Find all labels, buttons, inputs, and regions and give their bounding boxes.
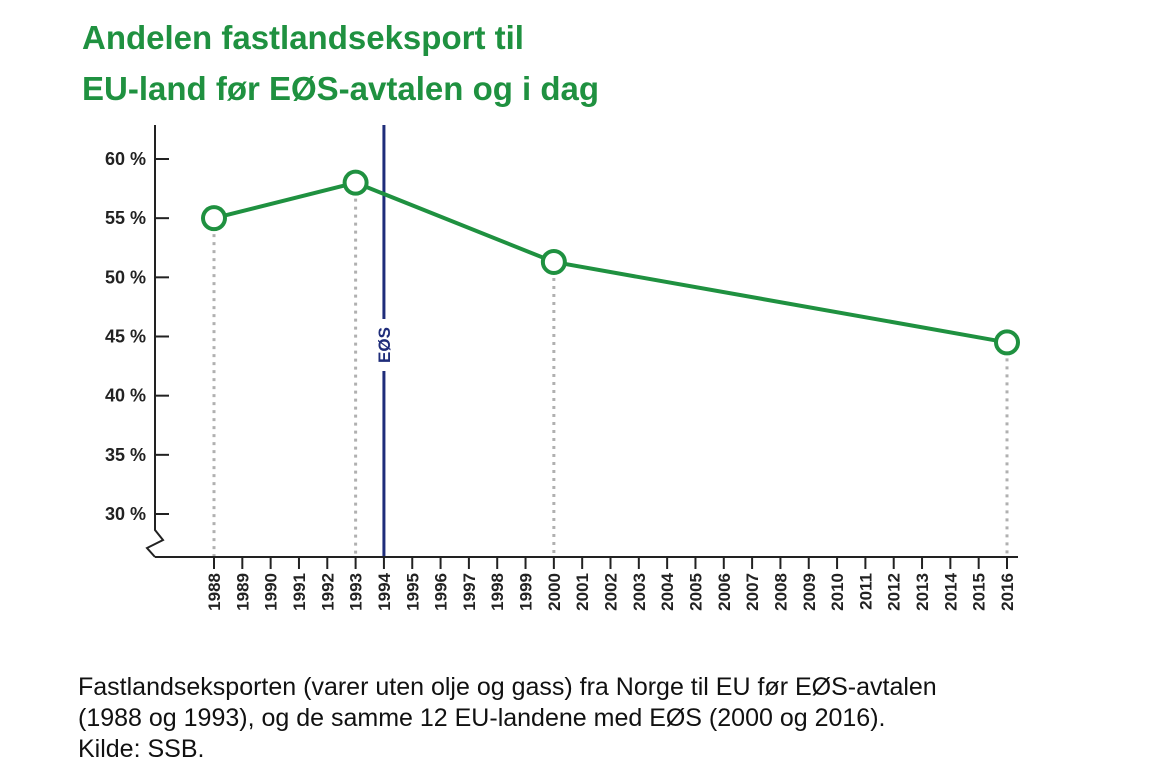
x-tick-label: 2000 xyxy=(545,573,564,611)
y-axis-ticks: 30 % 35 % 40 % 45 % 50 % 55 % 60 % xyxy=(105,149,169,524)
x-tick-label: 2012 xyxy=(885,573,904,611)
x-axis-ticks: 1988 1989 1990 1991 1992 1993 1994 1995 1996 1997… xyxy=(205,557,1017,611)
x-tick-label: 2011 xyxy=(856,573,875,610)
x-tick-label: 1990 xyxy=(262,573,281,611)
x-tick-label: 1994 xyxy=(375,572,394,610)
chart-caption: Fastlandseksporten (varer uten olje og g… xyxy=(78,672,1158,765)
x-tick-label: 2014 xyxy=(941,572,960,610)
data-point-marker xyxy=(540,248,567,275)
y-axis-line xyxy=(145,125,165,558)
series-line xyxy=(213,180,1008,345)
y-tick-label: 60 % xyxy=(105,149,146,169)
caption-line-2: (1988 og 1993), og de samme 12 EU-landen… xyxy=(78,704,886,732)
eos-reference: EØS xyxy=(375,125,394,557)
x-tick-label: 2010 xyxy=(828,573,847,611)
y-tick-label: 30 % xyxy=(105,504,146,524)
x-tick-label: 1997 xyxy=(460,573,479,611)
x-tick-label: 1992 xyxy=(318,573,337,611)
x-tick-label: 2003 xyxy=(630,573,649,611)
y-tick-label: 40 % xyxy=(105,386,146,406)
y-tick-label: 55 % xyxy=(105,208,146,228)
data-point-marker xyxy=(201,205,227,232)
x-tick-label: 2004 xyxy=(658,572,677,610)
x-tick-label: 2009 xyxy=(800,573,819,611)
axes xyxy=(145,125,1018,558)
data-point-marker xyxy=(994,329,1020,356)
x-tick-label: 2001 xyxy=(573,573,592,611)
x-tick-label: 1996 xyxy=(432,573,451,611)
x-tick-label: 2013 xyxy=(913,573,932,611)
x-tick-label: 1995 xyxy=(403,573,422,611)
data-point-marker xyxy=(342,169,369,196)
chart-title-line-1: Andelen fastlandseksport til xyxy=(82,19,524,56)
x-tick-label: 1991 xyxy=(290,573,309,611)
x-tick-label: 1993 xyxy=(347,573,366,611)
x-tick-label: 2007 xyxy=(743,573,762,611)
caption-line-3: Kilde: SSB. xyxy=(78,735,205,763)
eos-label: EØS xyxy=(375,327,394,363)
x-tick-label: 2002 xyxy=(602,573,621,611)
chart-title-line-2: EU-land før EØS-avtalen og i dag xyxy=(82,70,600,107)
y-tick-label: 45 % xyxy=(105,327,146,347)
data-points xyxy=(201,169,1020,356)
x-tick-label: 2016 xyxy=(998,573,1017,611)
dotted-guides xyxy=(212,182,1009,557)
series-polyline xyxy=(213,180,1008,345)
x-tick-label: 1989 xyxy=(233,573,252,611)
x-tick-label: 1998 xyxy=(488,573,507,611)
y-tick-label: 50 % xyxy=(105,267,146,287)
line-chart: EØS 30 %35 %40 %45 %50 %55 %60 % 1988 198… xyxy=(105,125,1020,611)
x-tick-label: 1999 xyxy=(517,573,536,611)
x-tick-label: 2006 xyxy=(715,573,734,611)
x-tick-label: 1988 xyxy=(205,573,224,611)
y-tick-label: 35 % xyxy=(105,445,146,465)
caption-line-1: Fastlandseksporten (varer uten olje og g… xyxy=(78,673,937,701)
x-tick-label: 2005 xyxy=(686,573,705,611)
chart-title: Andelen fastlandseksport til EU-land før… xyxy=(82,12,599,114)
x-tick-label: 2015 xyxy=(970,573,989,611)
x-tick-label: 2008 xyxy=(771,573,790,611)
